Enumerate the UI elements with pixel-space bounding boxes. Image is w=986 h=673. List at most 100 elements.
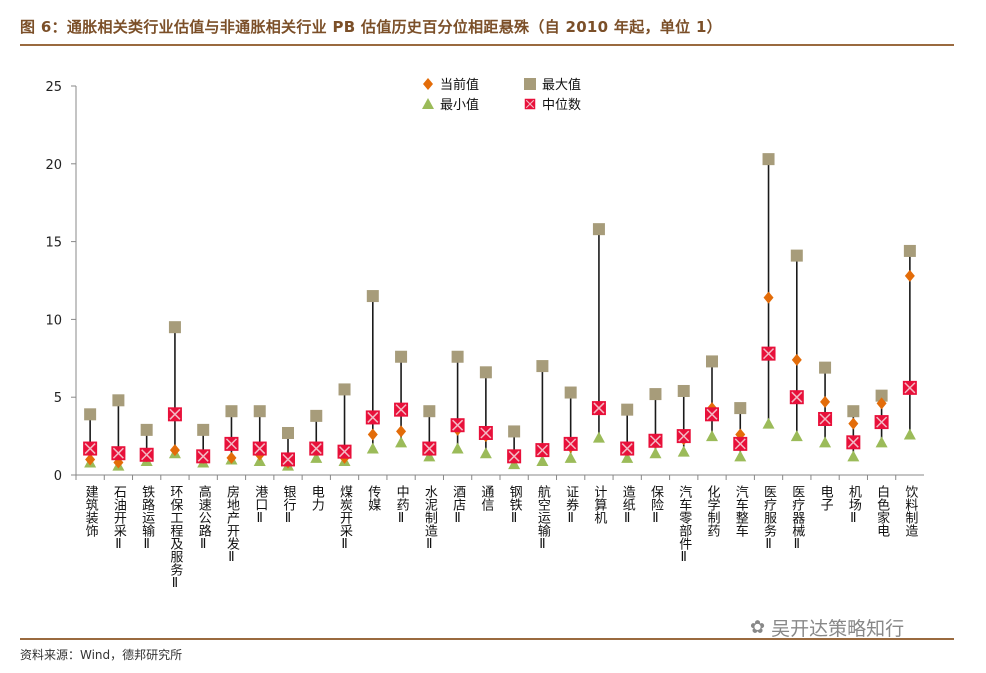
category-label: 通信 [478, 485, 494, 511]
y-tick-label: 10 [45, 313, 62, 328]
current-marker [763, 291, 774, 304]
category-label: 传媒 [365, 485, 381, 511]
current-marker [791, 353, 802, 366]
category-label: 保险Ⅱ [648, 485, 664, 526]
median-marker [818, 411, 833, 426]
max-marker [84, 408, 97, 421]
min-marker [819, 436, 832, 448]
min-marker [790, 430, 803, 442]
max-marker [366, 290, 379, 303]
max-marker [451, 350, 464, 363]
category-label: 酒店Ⅱ [450, 485, 466, 526]
median-cross-b [819, 413, 831, 425]
range-lines [89, 159, 911, 466]
category-label: 汽车零部件Ⅱ [676, 485, 692, 565]
median-cross-b [395, 404, 407, 416]
median-marker [196, 449, 211, 464]
title-divider [20, 44, 954, 46]
max-marker [253, 405, 266, 418]
max-marker [197, 423, 210, 436]
max-marker [621, 403, 634, 416]
max-marker [508, 425, 521, 438]
median-cross-b [904, 382, 916, 394]
legend-item: 中位数 [524, 98, 581, 113]
median-cross-b [791, 391, 803, 403]
median-marker [846, 435, 861, 450]
median-marker [524, 98, 536, 110]
min-marker [451, 442, 464, 454]
median-marker [337, 444, 352, 459]
median-cross-b [536, 444, 548, 456]
min-marker [649, 447, 662, 459]
median-marker [874, 415, 889, 430]
chart-title: 图 6：通胀相关类行业估值与非通胀相关行业 PB 估值历史百分位相距悬殊（自 2… [20, 18, 722, 36]
category-label: 电子 [818, 485, 834, 511]
max-marker [903, 244, 916, 257]
current-marker [367, 428, 378, 441]
min-marker [903, 428, 916, 440]
min-marker [536, 454, 549, 466]
min-marker [875, 436, 888, 448]
min-marker [621, 451, 634, 463]
current-marker [876, 397, 887, 410]
median-cross-b [734, 438, 746, 450]
max-marker [564, 386, 577, 399]
category-label: 计算机 [591, 485, 607, 525]
current-marker [226, 451, 237, 464]
legend-label: 当前值 [440, 77, 479, 93]
current-marker [423, 78, 433, 90]
median-marker [167, 407, 182, 422]
category-label: 造纸Ⅱ [620, 485, 636, 526]
legend-item: 最大值 [524, 77, 581, 93]
median-marker [591, 401, 606, 416]
max-marker [592, 223, 605, 236]
median-cross-b [141, 449, 153, 461]
category-label: 高速公路Ⅱ [196, 484, 212, 552]
median-cross-b [706, 408, 718, 420]
footer-divider [20, 638, 954, 640]
median-marker [705, 407, 719, 422]
watermark: ✿ 吴开达策略知行 [750, 614, 904, 641]
category-label: 石油开采Ⅱ [111, 485, 127, 552]
median-cross-b [423, 443, 435, 455]
max-marker [338, 383, 351, 396]
max-marker [762, 153, 775, 166]
max-marker [395, 350, 408, 363]
max-marker [677, 384, 690, 397]
median-cross-b [225, 438, 237, 450]
max-marker [282, 426, 294, 439]
category-label: 水泥制造Ⅱ [422, 485, 438, 552]
median-marker [111, 446, 126, 461]
median-cross-b [169, 408, 181, 420]
max-marker [790, 249, 803, 262]
y-tick-label: 20 [45, 158, 62, 173]
category-label: 电力 [309, 485, 325, 512]
median-marker [281, 452, 295, 467]
median-cross-b [525, 99, 535, 109]
current-marker [848, 417, 859, 430]
source-note: 资料来源：Wind，德邦研究所 [20, 648, 183, 662]
median-cross-b [565, 438, 577, 450]
median-cross-b [593, 402, 605, 414]
data-marks [83, 153, 917, 471]
current-marker [85, 453, 96, 466]
max-marker [225, 405, 238, 418]
max-marker [423, 405, 436, 418]
max-marker [847, 405, 860, 418]
current-marker [904, 269, 915, 282]
median-marker [563, 436, 578, 451]
wechat-icon: ✿ [750, 617, 766, 638]
median-marker [422, 441, 437, 456]
median-marker [394, 402, 409, 417]
max-marker [875, 389, 888, 402]
category-label: 饮料制造 [902, 485, 918, 538]
category-label: 银行Ⅱ [281, 485, 297, 526]
current-marker [169, 444, 180, 457]
category-label: 证券Ⅱ [563, 485, 579, 526]
median-cross-b [621, 443, 633, 455]
min-marker [677, 445, 690, 457]
max-marker [112, 394, 125, 407]
median-cross-b [452, 419, 464, 431]
category-label: 煤炭开采Ⅱ [337, 485, 353, 552]
